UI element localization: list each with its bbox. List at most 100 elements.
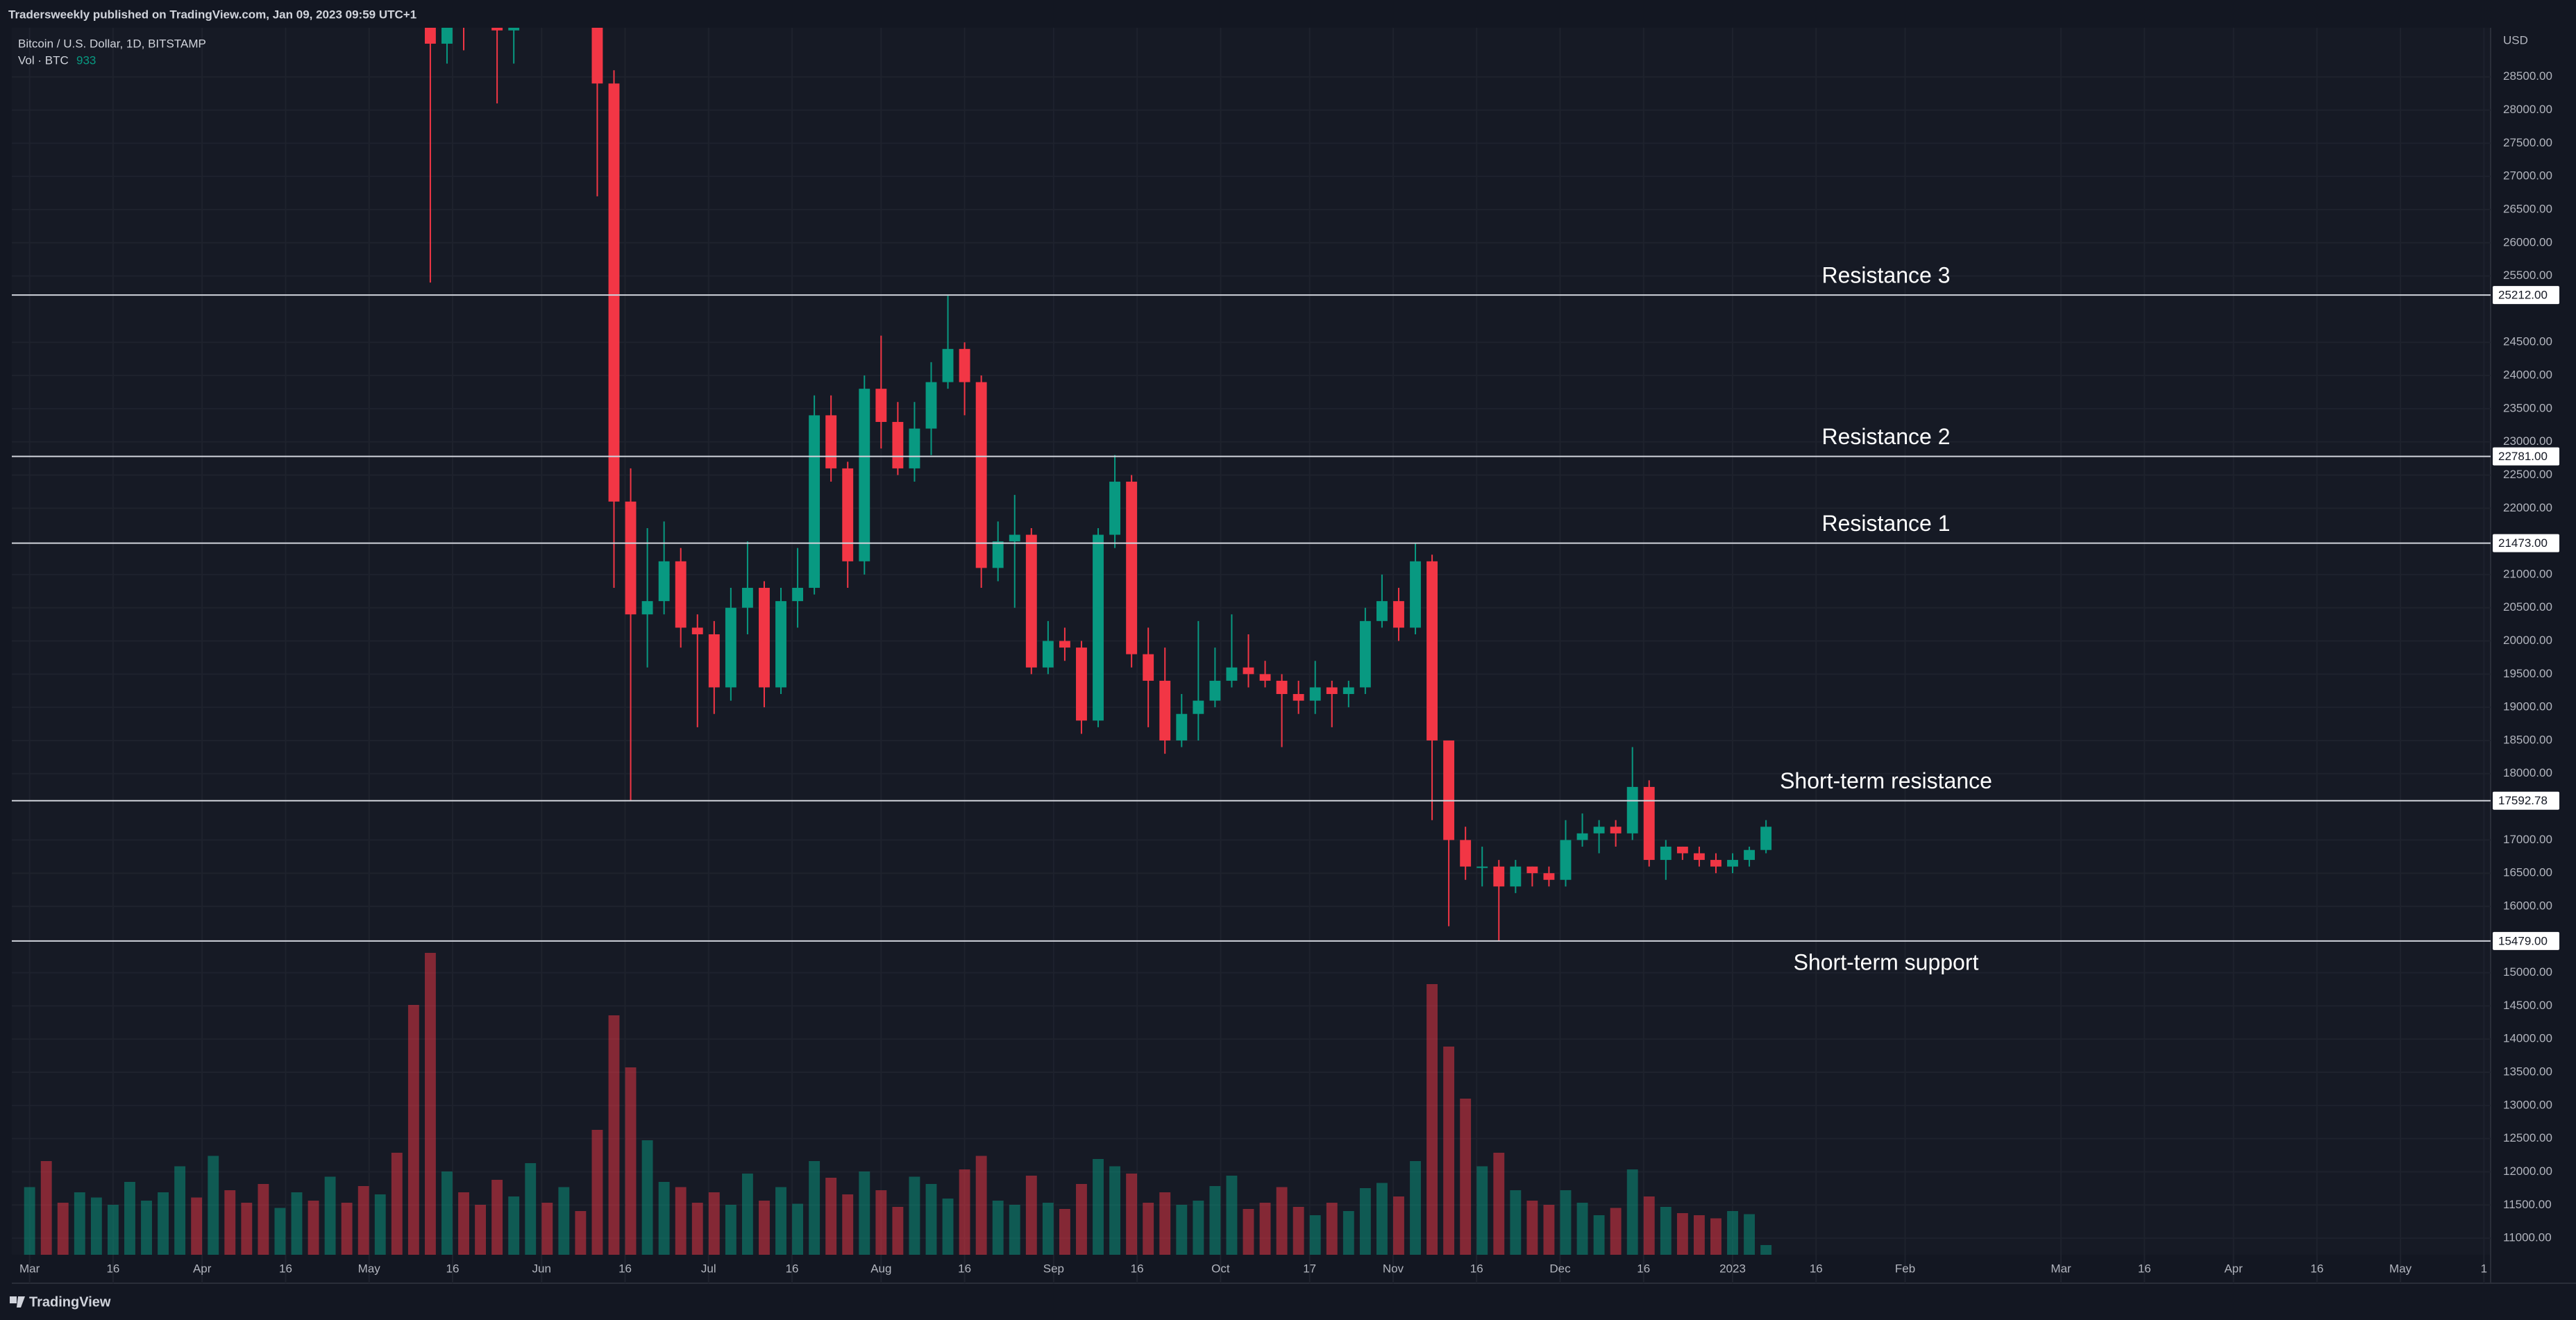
volume-bar — [74, 1192, 85, 1255]
y-tick-label: 18500.00 — [2503, 733, 2552, 746]
volume-bar — [1426, 984, 1438, 1255]
y-tick-label: 22000.00 — [2503, 501, 2552, 514]
x-tick-label: 16 — [1637, 1262, 1650, 1275]
x-tick-label: 16 — [2138, 1262, 2151, 1275]
candle-body — [1243, 667, 1254, 675]
volume-bar — [1309, 1215, 1321, 1255]
volume-title: Vol · BTC — [18, 53, 69, 67]
candle-body — [792, 588, 804, 602]
volume-bar — [1342, 1211, 1354, 1255]
y-tick-label: 24500.00 — [2503, 335, 2552, 348]
volume-bar — [591, 1130, 603, 1255]
y-tick-label: 24000.00 — [2503, 369, 2552, 382]
volume-bar — [925, 1184, 937, 1255]
candle-body — [491, 28, 503, 31]
volume-bar — [809, 1161, 820, 1255]
volume-bar — [541, 1203, 553, 1255]
x-tick-label: Apr — [193, 1262, 212, 1275]
volume-bar — [1159, 1192, 1171, 1255]
volume-bar — [1243, 1209, 1254, 1255]
candle-body — [859, 389, 870, 561]
y-tick-label: 28500.00 — [2503, 69, 2552, 83]
volume-bar — [1593, 1215, 1605, 1255]
volume-bar — [1059, 1209, 1070, 1255]
candle-body — [1226, 667, 1238, 681]
candle-body — [975, 382, 987, 568]
volume-bar — [124, 1182, 135, 1255]
volume-bar — [40, 1161, 52, 1255]
volume-bar — [1760, 1245, 1772, 1255]
volume-bar — [992, 1201, 1004, 1255]
candle-body — [708, 634, 720, 688]
volume-bar — [1660, 1207, 1672, 1255]
x-tick-label: Apr — [2224, 1262, 2243, 1275]
level-annotation: Resistance 3 — [1822, 263, 1951, 288]
candle-body — [441, 28, 453, 44]
candle-body — [1560, 840, 1572, 880]
x-tick-label: Jun — [532, 1262, 551, 1275]
candle-body — [1059, 641, 1070, 648]
level-price-box — [2493, 534, 2559, 552]
y-tick-label: 20500.00 — [2503, 600, 2552, 614]
volume-bar — [57, 1203, 69, 1255]
candle-body — [1526, 866, 1538, 874]
x-tick-label: May — [358, 1262, 381, 1275]
volume-bar — [407, 1005, 419, 1255]
volume-bar — [224, 1190, 236, 1255]
candle-body — [925, 382, 937, 429]
volume-bar — [391, 1153, 403, 1255]
volume-bar — [308, 1201, 319, 1255]
level-annotation: Short-term resistance — [1780, 768, 1992, 793]
x-tick-label: 2023 — [1719, 1262, 1746, 1275]
y-tick-label: 13500.00 — [2503, 1065, 2552, 1078]
x-tick-label: Aug — [870, 1262, 891, 1275]
y-tick-label: 18000.00 — [2503, 766, 2552, 779]
candle-body — [608, 83, 620, 502]
candle-body — [725, 607, 736, 688]
y-tick-label: 22500.00 — [2503, 468, 2552, 481]
candle-body — [1209, 680, 1221, 701]
y-tick-label: 27000.00 — [2503, 169, 2552, 183]
volume-bar — [1276, 1187, 1288, 1255]
volume-bar — [291, 1192, 303, 1255]
level-annotation: Short-term support — [1794, 949, 1979, 974]
level-annotation: Resistance 1 — [1822, 511, 1951, 536]
y-tick-label: 14500.00 — [2503, 999, 2552, 1012]
volume-bar — [258, 1184, 269, 1255]
candle-body — [909, 428, 920, 468]
volume-bar — [842, 1194, 854, 1255]
candle-body — [1493, 866, 1505, 887]
volume-bar — [241, 1203, 253, 1255]
candle-body — [1393, 601, 1404, 628]
volume-last: 933 — [76, 53, 96, 67]
volume-bar — [1376, 1183, 1388, 1255]
x-tick-label: 1 — [2481, 1262, 2487, 1275]
candle-body — [1376, 601, 1388, 621]
volume-bar — [792, 1203, 804, 1255]
candle-body — [1576, 833, 1588, 840]
volume-bar — [1460, 1099, 1472, 1255]
level-price-box — [2493, 931, 2559, 950]
volume-bar — [1293, 1207, 1304, 1255]
volume-bar — [324, 1176, 336, 1255]
x-tick-label: Mar — [19, 1262, 40, 1275]
candle-body — [809, 415, 820, 589]
overlay: 11000.00 11500.00 12000.00 12500.00 13000.00… — [12, 69, 2559, 1275]
candle-body — [1710, 860, 1721, 867]
volume-bar — [1326, 1203, 1338, 1255]
y-tick-label: 26000.00 — [2503, 235, 2552, 248]
candle-body — [842, 468, 854, 561]
volume-bar — [1359, 1188, 1371, 1255]
volume-bar — [1576, 1203, 1588, 1255]
y-tick-label: 19000.00 — [2503, 700, 2552, 713]
candle-body — [1176, 713, 1188, 741]
volume-bar — [1009, 1205, 1020, 1255]
x-tick-label: 16 — [446, 1262, 460, 1275]
candle-body — [959, 348, 970, 382]
volume-bar — [1676, 1213, 1688, 1255]
candle-body — [1593, 827, 1605, 834]
volume-bar — [1176, 1205, 1188, 1255]
x-tick-label: Sep — [1043, 1262, 1064, 1275]
x-tick-label: Nov — [1383, 1262, 1404, 1275]
volume-bar — [859, 1171, 870, 1255]
